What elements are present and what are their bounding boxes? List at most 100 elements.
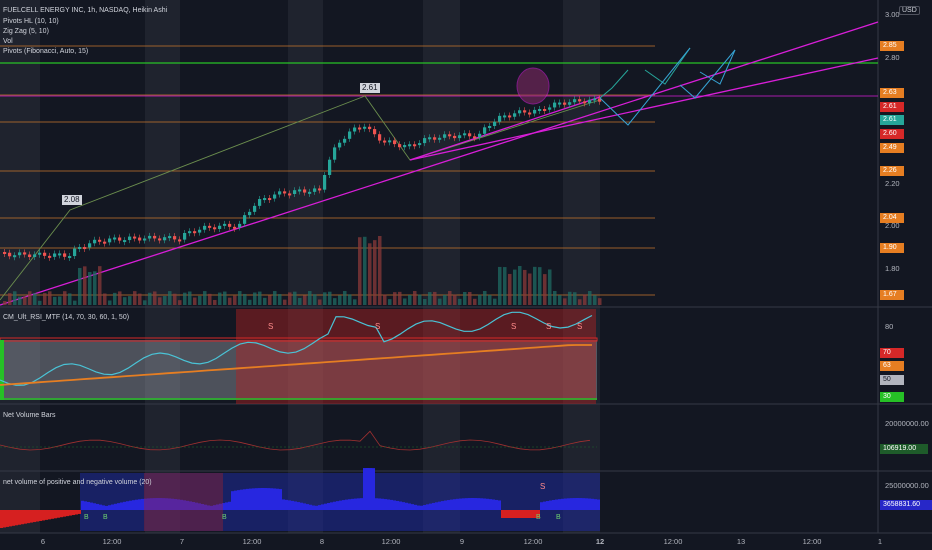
volume-bar (58, 296, 62, 305)
nvpn-bar (114, 503, 117, 510)
nvpn-bar (546, 501, 549, 510)
candle-body (358, 127, 362, 130)
currency-button[interactable]: USD (899, 6, 920, 15)
nvpn-bar (171, 498, 174, 510)
indicator-legend-pivots-fib[interactable]: Pivots (Fibonacci, Auto, 15) (3, 48, 89, 55)
session-band (145, 0, 180, 533)
candle-body (163, 237, 167, 241)
candle-body (543, 109, 547, 112)
price-tag: 2.61 (880, 115, 904, 125)
candle-body (383, 140, 387, 143)
candle-body (218, 225, 222, 229)
nvpn-bar (222, 503, 225, 510)
volume-bar (323, 292, 327, 305)
rsi-pane-title[interactable]: CM_Ult_RSI_MTF (14, 70, 30, 60, 1, 50) (3, 314, 130, 321)
nvpn-bar (39, 510, 42, 521)
net-volume-bars-pane-title[interactable]: Net Volume Bars (3, 412, 56, 419)
nvpn-bar (159, 498, 162, 510)
indicator-legend-vol[interactable]: Vol (3, 38, 13, 45)
candle-body (38, 252, 42, 255)
nvpn-bar (108, 505, 111, 510)
symbol-title[interactable]: FUELCELL ENERGY INC, 1h, NASDAQ, Heikin … (3, 7, 168, 14)
indicator-legend-zigzag[interactable]: Zig Zag (5, 10) (3, 28, 49, 35)
nvpn-bar (273, 488, 276, 510)
nvpn-bar (198, 503, 201, 510)
candle-body (88, 243, 92, 248)
nvpn-bar (174, 499, 177, 510)
nvpn-bar (375, 498, 378, 510)
volume-bar (448, 291, 452, 305)
rsi-tag: 30 (880, 392, 904, 402)
volume-bar (313, 294, 317, 305)
nvpn-bar (444, 500, 447, 510)
nvpn-bar (147, 498, 150, 510)
session-band (423, 0, 460, 533)
nvpn-bar (477, 498, 480, 510)
volume-bar (133, 291, 137, 305)
candle-body (168, 236, 172, 239)
nvpn-bar (78, 510, 81, 514)
candle-body (398, 144, 402, 148)
candle-body (203, 225, 207, 230)
candle-body (333, 147, 337, 160)
zigzag-line (0, 95, 601, 301)
nvpn-bar (420, 505, 423, 510)
candle-body (213, 227, 217, 230)
candle-body (413, 144, 417, 147)
rsi-axis-label: 80 (885, 322, 894, 331)
buy-signal-letter: B (222, 514, 227, 521)
candle-body (503, 115, 507, 118)
volume-bar (493, 298, 497, 305)
volume-bar (578, 299, 582, 305)
nvpn-bar (276, 488, 279, 510)
candle-body (158, 238, 162, 241)
nvpn-bar (471, 498, 474, 510)
candle-body (113, 237, 117, 240)
volume-bar (298, 297, 302, 305)
buy-signal-letter: B (103, 514, 108, 521)
volume-bar (543, 274, 547, 305)
projection-arrow (699, 49, 736, 85)
nvpn-bar (42, 510, 45, 521)
nvpn-bar (573, 498, 576, 510)
candle-body (578, 99, 582, 102)
net-volume-pn-pane-title[interactable]: net volume of positive and negative volu… (3, 479, 152, 486)
price-tag: 2.63 (880, 88, 904, 98)
candle-body (553, 102, 557, 108)
volume-bar (523, 269, 527, 305)
nvpn-bar (480, 498, 483, 510)
nvpn-bar (225, 502, 228, 510)
volume-bar (503, 267, 507, 305)
nvpn-bar (192, 502, 195, 510)
candle-body (3, 252, 7, 254)
volume-bar (163, 295, 167, 305)
candle-body (303, 189, 307, 193)
nvpn-bar (201, 503, 204, 510)
nvpn-bar (567, 498, 570, 510)
nvpn-bar (156, 498, 159, 510)
nvpn-bar (90, 502, 93, 510)
nvpn-bar (132, 500, 135, 510)
nvpn-tag: 3658831.60 (880, 500, 932, 510)
volume-bar (408, 295, 412, 305)
nvpn-bar (534, 510, 537, 518)
nvpn-bar (357, 498, 360, 510)
nvpn-bar (270, 488, 273, 510)
sell-signal-letter: S (546, 322, 552, 331)
volume-bar (558, 295, 562, 305)
nvpn-bar (507, 510, 510, 518)
candle-body (428, 137, 432, 140)
candle-body (93, 239, 97, 244)
nvpn-bar (63, 510, 66, 517)
nvpn-axis-label: 25000000.00 (885, 481, 929, 490)
nvpn-bar (576, 498, 579, 510)
indicator-legend-pivots-hl[interactable]: Pivots HL (10, 10) (3, 18, 59, 25)
volume-bar (468, 291, 472, 305)
candle-body (548, 107, 552, 110)
candle-body (368, 126, 372, 130)
nvpn-bar (384, 499, 387, 510)
candle-body (533, 109, 537, 114)
nvpn-bar (591, 498, 594, 510)
nvpn-bar (303, 503, 306, 510)
